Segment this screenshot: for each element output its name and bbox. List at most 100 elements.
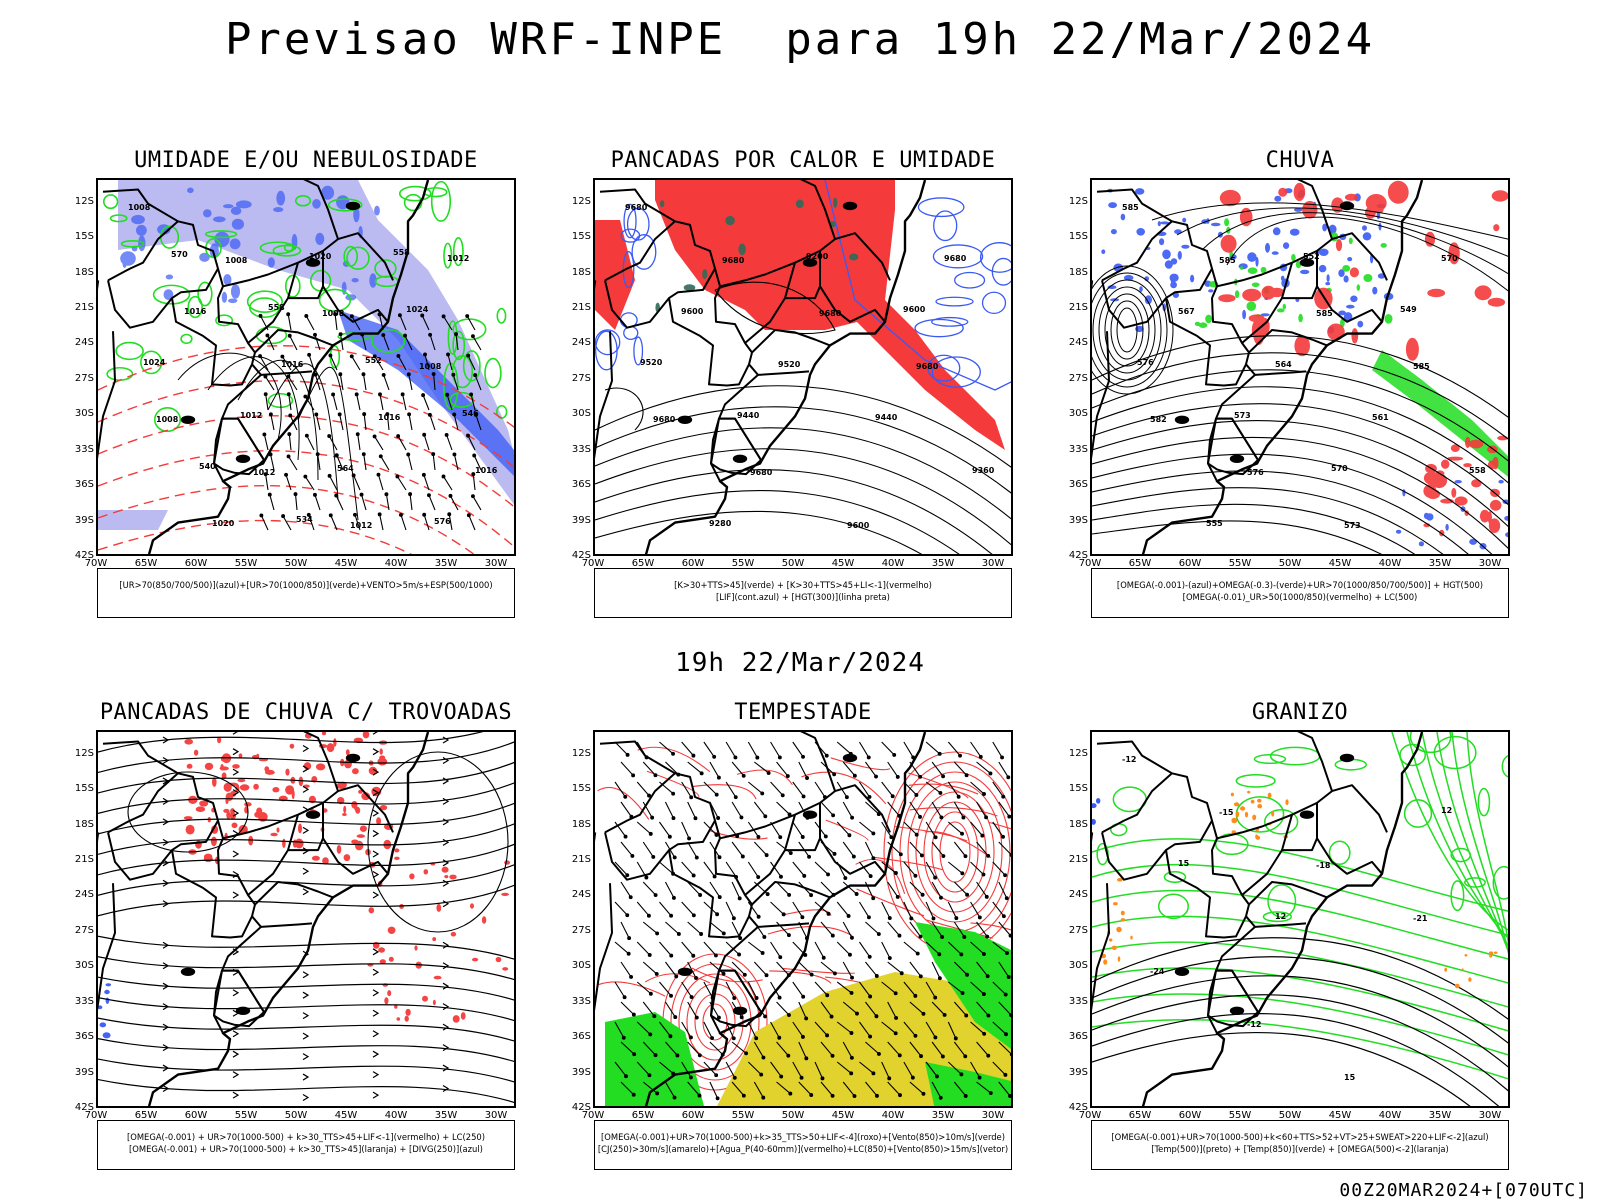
longitude-label: 70W [84,1110,108,1121]
lake-marker [1339,753,1355,763]
contour-label: 12 [1275,912,1286,921]
contour-label: 558 [393,248,410,257]
political-border [751,881,831,906]
political-border [1216,238,1333,288]
contour-label: 1024 [143,358,166,367]
wind-vectors [258,312,482,531]
latitude-label: 36S [571,1031,591,1043]
contour-label: 564 [337,464,354,473]
omega500-east [1444,951,1498,989]
map-granizo: -12 -15 -18 -21 -24 -12 15 12 15 12 [1090,730,1510,1108]
contour-label: 1016 [475,466,498,475]
longitude-label: 35W [1428,558,1452,569]
latitude-label: 33S [1068,995,1088,1007]
political-border [1254,370,1307,376]
political-border [213,970,224,1034]
contour-label: 552 [1303,252,1320,261]
lake-marker [677,967,693,976]
political-border [254,329,334,354]
lake-marker [1299,810,1315,819]
latitude-label: 24S [74,889,94,901]
longitude-label: 50W [284,558,308,569]
latitude-label: 12S [571,747,591,759]
contour-label: 9520 [778,360,801,369]
panel-title-granizo: GRANIZO [1251,700,1349,725]
map-canvas [595,732,1011,1106]
contour-labels: 9680 9680 9680 9680 9680 9680 9600 9680 9600 9520… [625,203,995,530]
latitude-label: 36S [74,479,94,491]
political-border [107,220,179,282]
latitude-label: 21S [1068,853,1088,865]
lake-marker [802,258,818,267]
lake-marker [1229,454,1245,463]
political-border [1241,262,1293,344]
political-border [102,188,224,287]
longitude-label: 30W [1478,1110,1502,1121]
political-border [595,883,613,1011]
lake-marker [1174,415,1190,424]
political-border [604,772,676,834]
thunderstorm-band [367,860,510,1023]
political-border [751,329,831,354]
panel-title-trovoadas: PANCADAS DE CHUVA C/ TROVOADAS [99,700,513,725]
mid-time-label: 19h 22/Mar/2024 [675,648,925,678]
contour-label: 567 [1178,307,1195,316]
lake-marker [305,810,321,819]
contour-label: 1012 [447,254,469,263]
lake-marker [345,753,361,763]
contour-label: 534 [296,515,313,524]
contour-label: 555 [1206,519,1223,528]
geography-layer [1092,180,1424,554]
latitude-label: 24S [74,337,94,349]
political-border [604,832,670,881]
political-border [744,814,796,896]
contour-label: -24 [1150,967,1165,976]
political-border [819,250,886,323]
longitude-label: 50W [781,558,805,569]
latitude-label: 12S [74,747,94,759]
legend-line: [OMEGA(-0.001) + UR>70(1000-500) + k>30_… [126,1132,486,1142]
contour-label: 1012 [350,521,372,530]
contour-label: -12 [1122,755,1136,764]
omega500-west [1101,878,1133,965]
contour-label: 576 [434,517,451,526]
temp500-contours [1092,937,1508,1106]
contour-label: 570 [171,250,188,259]
political-border [1248,329,1328,354]
longitude-label: 70W [84,558,108,569]
political-border [221,915,265,1013]
contour-label: 585 [1219,256,1236,265]
lake-marker [732,1006,748,1015]
latitude-label: 15S [1068,783,1088,795]
political-border [1096,188,1218,287]
contour-label: 1008 [225,256,248,265]
contour-label: 1012 [253,468,275,477]
humidity-midlevel [118,180,514,505]
contour-label: 576 [1137,358,1154,367]
latitude-label: 18S [571,818,591,830]
contour-label: 9600 [681,307,704,316]
political-border [254,881,334,906]
map-chuva: 585 585 585 585 582 576 573 570 567 564 561 558 555 5… [1090,178,1510,556]
contour-label: 9440 [875,413,898,422]
contour-label: 570 [1441,254,1458,263]
longitude-label: 35W [434,1110,458,1121]
map-trovoadas [96,730,516,1108]
hgt500-contours [1092,335,1508,554]
latitude-label: 30S [571,408,591,420]
longitude-label: 65W [134,558,158,569]
contour-label: 582 [1150,415,1167,424]
longitude-label: 50W [781,1110,805,1121]
longitude-label: 50W [1278,1110,1302,1121]
latitude-label: 15S [571,231,591,243]
latitude-label: 15S [74,231,94,243]
latitude-label: 39S [571,1066,591,1078]
contour-label: 9360 [972,466,995,475]
contour-label: 564 [1275,360,1292,369]
latitude-label: 30S [74,408,94,420]
legend-umidade: [UR>70(850/700/500)](azul)+[UR>70(1000/8… [97,568,515,618]
omega-red [1218,180,1508,361]
political-border [604,220,676,282]
latitude-label: 15S [571,783,591,795]
political-border [288,837,324,852]
